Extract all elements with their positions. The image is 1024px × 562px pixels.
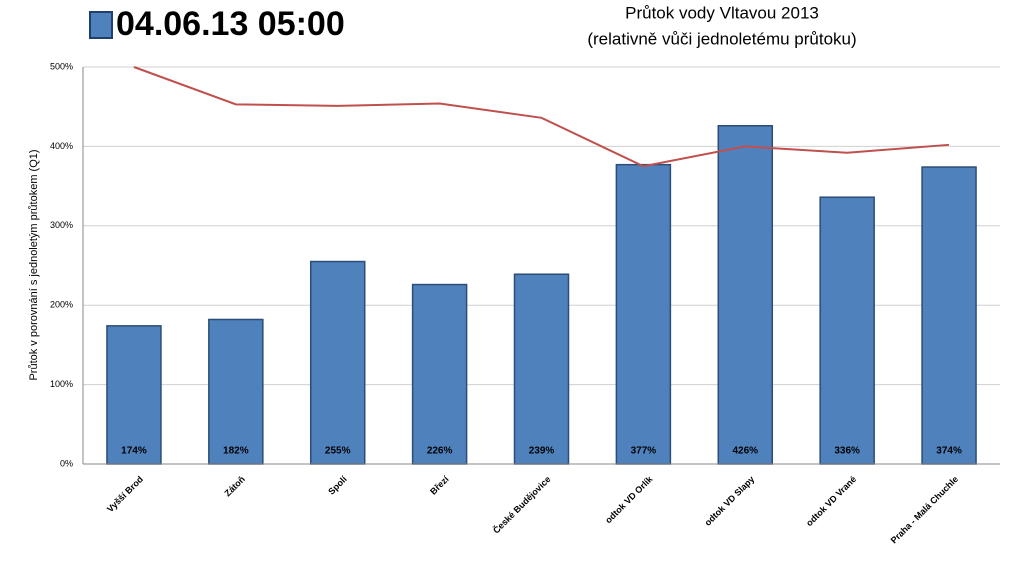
bar [615, 163, 672, 465]
data-label: 377% [631, 446, 657, 457]
bar [513, 273, 570, 465]
y-axis-label: Průtok v porovnání s jednoletým průtokem… [28, 149, 40, 380]
chart-subtitle: (relativně vůči jednoletému průtoku) [587, 29, 856, 48]
bar [411, 283, 468, 465]
x-tick-label: České Budějovice [490, 473, 552, 535]
bar [208, 318, 264, 465]
data-label: 426% [732, 446, 758, 457]
x-tick-label: Praha - Malá Chuchle [889, 474, 960, 545]
data-label: 174% [121, 446, 147, 457]
bar [921, 166, 977, 465]
bar [106, 325, 162, 465]
data-label: 374% [936, 446, 962, 457]
data-label: 182% [223, 446, 249, 457]
data-label: 226% [427, 446, 453, 457]
data-label: 336% [834, 446, 860, 457]
legend-label: 04.06.13 05:00 [116, 5, 345, 43]
data-label: 255% [325, 446, 351, 457]
x-tick-label: odtok VD Vrané [804, 474, 858, 528]
y-tick-label: 300% [50, 220, 73, 230]
y-tick-label: 0% [60, 458, 73, 468]
y-tick-label: 500% [50, 61, 73, 71]
y-tick-label: 400% [50, 141, 73, 151]
x-tick-label: Spolí [326, 474, 349, 497]
data-label: 239% [529, 446, 555, 457]
x-tick-label: Zátoň [223, 474, 247, 498]
x-tick-label: odtok VD Slapy [703, 474, 757, 528]
bar [717, 125, 774, 465]
x-tick-label: odtok VD Orlík [603, 473, 655, 525]
x-tick-label: Březí [428, 474, 451, 497]
x-tick-label: Vyšší Brod [105, 474, 145, 514]
bar [819, 196, 875, 465]
legend-swatch [89, 11, 113, 39]
bar [309, 260, 366, 465]
y-tick-label: 200% [50, 300, 73, 310]
chart-title: Průtok vody Vltavou 2013 [625, 3, 819, 22]
y-tick-label: 100% [50, 379, 73, 389]
line [133, 66, 950, 168]
